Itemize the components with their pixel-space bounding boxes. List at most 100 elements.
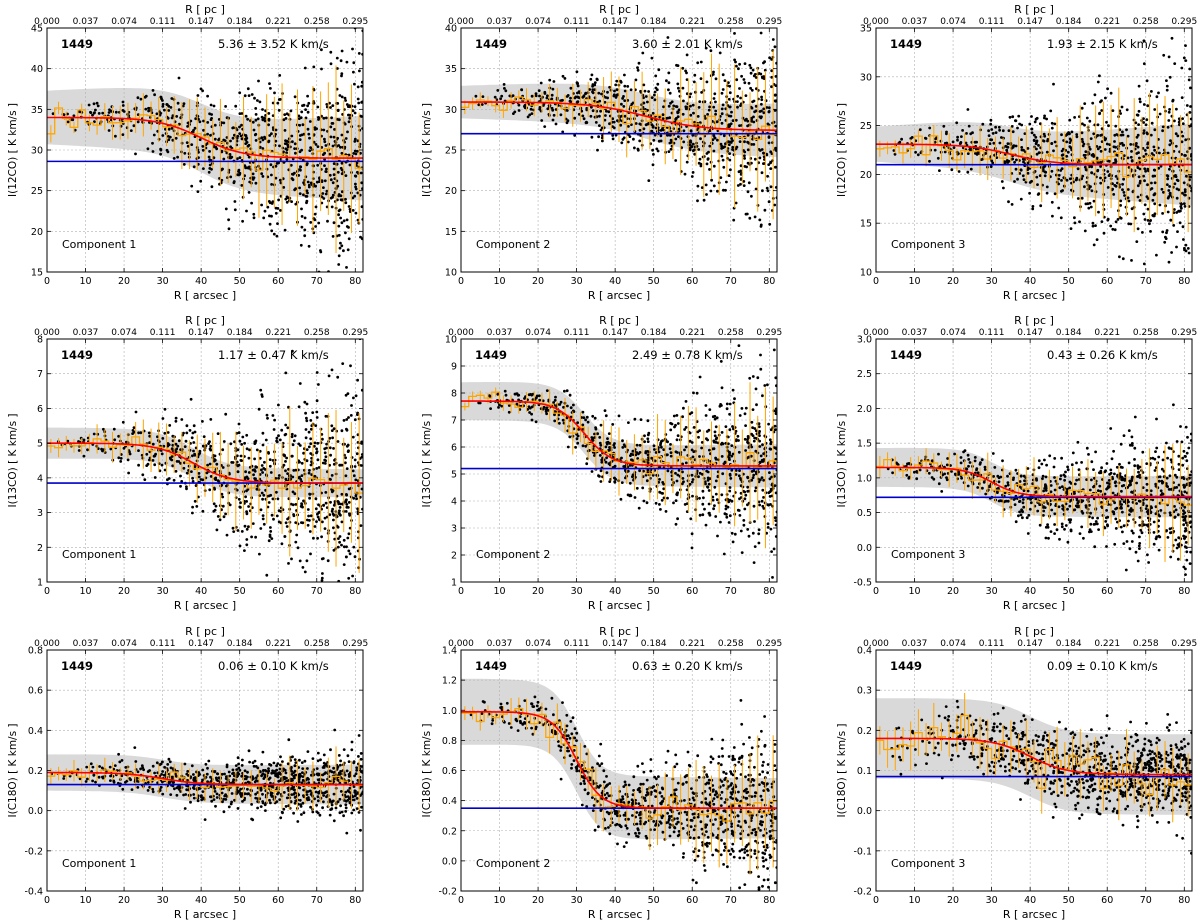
data-point: [336, 170, 340, 174]
data-point: [706, 113, 709, 116]
data-point: [1158, 203, 1162, 207]
data-point: [1126, 196, 1130, 200]
data-point: [712, 97, 716, 100]
y-tick-label: 10: [860, 268, 872, 279]
data-point: [156, 435, 159, 439]
data-point: [750, 143, 754, 146]
y-axis-title: I(12CO) [ K km/s ]: [7, 103, 19, 197]
data-point: [704, 523, 708, 527]
data-point: [186, 125, 190, 128]
data-point: [557, 413, 560, 417]
data-point: [1092, 199, 1096, 203]
data-point: [333, 537, 337, 541]
data-point: [943, 150, 947, 154]
data-point: [260, 136, 264, 140]
data-point: [196, 190, 200, 194]
data-point: [1087, 145, 1091, 149]
data-point: [353, 174, 357, 178]
y-tick-label: 20: [31, 227, 43, 238]
data-point: [345, 467, 349, 470]
data-point: [1183, 190, 1187, 194]
x-tick-label: 10: [908, 276, 920, 287]
data-point: [1049, 109, 1053, 113]
top-tick-label: 0.074: [111, 328, 137, 338]
data-point: [644, 95, 648, 98]
data-point: [1099, 165, 1102, 168]
data-point: [347, 576, 351, 580]
data-point: [1113, 140, 1116, 143]
data-point: [246, 477, 250, 480]
data-point: [224, 105, 228, 108]
data-point: [332, 167, 336, 171]
data-point: [774, 165, 777, 169]
data-point: [330, 490, 334, 494]
data-point: [1057, 206, 1061, 210]
data-point: [1189, 175, 1192, 179]
data-point: [289, 109, 293, 113]
data-point: [225, 484, 228, 488]
data-point: [304, 411, 307, 415]
data-point: [689, 113, 693, 117]
data-point: [994, 131, 998, 135]
data-point: [127, 471, 130, 475]
data-point: [651, 125, 655, 128]
data-point: [690, 175, 694, 178]
data-point: [769, 447, 773, 451]
data-point: [359, 235, 362, 239]
data-point: [749, 71, 753, 75]
data-point: [208, 462, 212, 466]
data-point: [1069, 139, 1073, 142]
data-point: [541, 399, 545, 403]
data-point: [720, 404, 723, 407]
data-point: [760, 75, 764, 79]
data-point: [1118, 142, 1122, 146]
data-point: [762, 507, 766, 510]
data-point: [530, 94, 534, 98]
data-point: [175, 447, 179, 451]
data-point: [750, 478, 754, 482]
data-point: [762, 155, 766, 159]
data-point: [591, 109, 595, 113]
data-point: [1075, 133, 1079, 136]
data-point: [113, 438, 117, 442]
data-point: [208, 440, 211, 444]
data-point: [348, 207, 352, 211]
data-point: [639, 418, 643, 421]
top-tick-label: 0.147: [188, 17, 214, 27]
data-point: [1136, 227, 1140, 231]
data-point: [698, 455, 701, 458]
data-point: [66, 120, 70, 124]
data-point: [278, 178, 282, 182]
data-point: [329, 500, 332, 504]
data-point: [360, 101, 363, 104]
data-point: [1091, 224, 1095, 228]
data-point: [731, 540, 735, 544]
data-point: [338, 540, 341, 544]
data-point: [667, 150, 671, 154]
data-point: [728, 472, 732, 476]
data-point: [714, 100, 717, 104]
data-point: [328, 173, 332, 177]
data-point: [169, 457, 173, 461]
data-point: [179, 474, 182, 478]
data-point: [275, 234, 279, 238]
data-point: [550, 97, 554, 101]
data-point: [307, 471, 311, 475]
data-point: [617, 414, 621, 418]
data-point: [537, 89, 541, 92]
data-point: [1180, 206, 1183, 210]
data-point: [254, 113, 258, 116]
data-point: [1178, 221, 1182, 225]
data-point: [159, 152, 163, 156]
data-point: [1103, 176, 1107, 180]
data-point: [293, 95, 297, 99]
data-point: [653, 90, 657, 94]
data-point: [1106, 87, 1109, 91]
data-point: [323, 137, 326, 141]
data-point: [742, 184, 746, 188]
data-point: [733, 532, 737, 536]
data-point: [339, 194, 343, 198]
data-point: [317, 221, 321, 225]
data-point: [612, 120, 616, 124]
data-point: [311, 411, 315, 414]
